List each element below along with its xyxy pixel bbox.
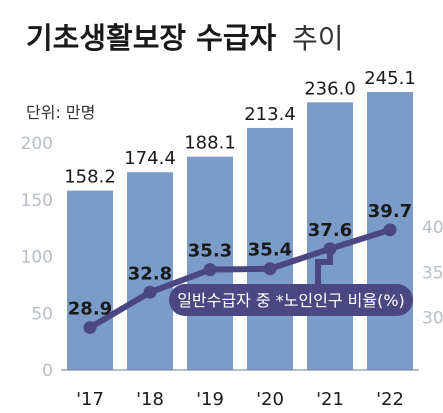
bar-value-label: 188.1 [184,133,236,154]
line-series [83,223,397,335]
line-value-label: 28.9 [68,299,112,320]
x-tick-label: '17 [76,389,104,410]
bar-value-label: 174.4 [124,148,176,169]
x-tick-label: '22 [376,389,404,410]
legend-badge-shape [169,284,413,316]
x-tick-label: '21 [316,389,344,410]
line-point-labels: 28.9 32.8 35.3 35.4 37.6 39.7 [68,201,412,320]
line-point [83,321,97,335]
bar-value-labels: 158.2 174.4 188.1 213.4 236.0 245.1 [64,68,416,188]
chart-title-suffix: 추이 [292,22,344,55]
unit-label: 단위: 만명 [26,103,95,122]
line-point [263,262,277,276]
bar [307,102,353,370]
chart-title: 기초생활보장 수급자 [26,21,277,55]
y-right-tick-label: 30 [422,309,443,329]
line-point [143,285,157,299]
line-point [323,242,337,256]
x-tick-label: '20 [256,389,284,410]
line-value-label: 35.3 [188,241,232,262]
right-axis: 30 35 40 [422,218,443,329]
line-value-label: 32.8 [128,263,172,284]
line-value-label: 39.7 [368,201,412,222]
line-legend-badge: 일반수급자 중 *노인인구 비율(%) [169,284,413,316]
bar-value-label: 245.1 [364,68,416,89]
bar-value-label: 213.4 [244,104,296,125]
y-left-tick-label: 150 [21,191,53,211]
x-tick-label: '18 [136,389,164,410]
line-value-label: 37.6 [308,220,352,241]
category-labels: '17 '18 '19 '20 '21 '22 [76,389,404,410]
bar-value-label: 158.2 [64,167,116,188]
line-value-label: 35.4 [248,240,292,261]
bar [247,127,293,370]
y-left-tick-label: 100 [21,248,53,268]
line-point [203,263,217,277]
bar-series [61,92,419,371]
y-left-tick-label: 0 [42,361,53,381]
y-right-tick-label: 40 [422,218,443,238]
y-left-tick-label: 200 [21,134,53,154]
y-right-tick-label: 35 [422,263,443,283]
line-series-name: 일반수급자 중 *노인인구 비율(%) [177,291,405,310]
line-path [87,226,393,331]
legend-connector [315,254,333,286]
x-tick-label: '19 [196,389,224,410]
left-axis: 0 50 100 150 200 [21,134,53,381]
y-left-tick-label: 50 [31,304,53,324]
line-point [383,223,397,237]
bar [67,190,113,370]
bar-value-label: 236.0 [304,78,356,99]
bar [127,172,173,370]
